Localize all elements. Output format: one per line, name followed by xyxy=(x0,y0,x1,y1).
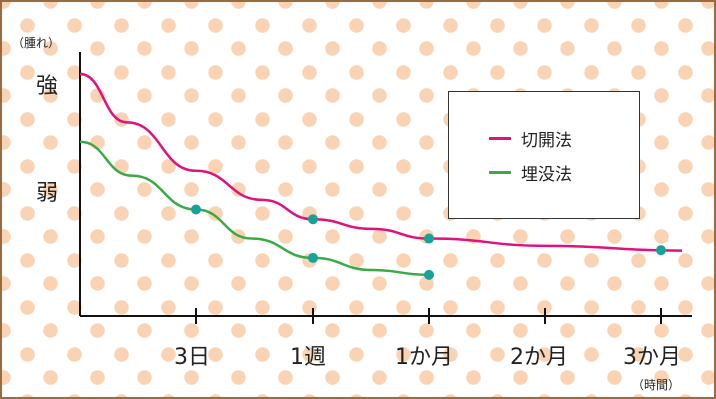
legend: 切開法 埋没法 xyxy=(448,91,640,219)
x-tick-1month: 1か月 xyxy=(395,345,453,370)
marker-s0-1 xyxy=(424,233,434,244)
legend-label-incision: 切開法 xyxy=(521,131,572,151)
legend-swatch-incision xyxy=(489,137,511,140)
legend-swatch-buried xyxy=(489,171,511,174)
y-axis-title: （腫れ） xyxy=(12,36,61,50)
legend-label-buried: 埋没法 xyxy=(521,165,572,185)
x-tick-2months: 2か月 xyxy=(510,345,568,370)
legend-item-incision: 切開法 xyxy=(489,126,572,151)
x-tick-3days: 3日 xyxy=(174,345,210,370)
x-tick-3months: 3か月 xyxy=(623,345,681,370)
x-tick-1week: 1週 xyxy=(290,345,326,370)
marker-s1-2 xyxy=(424,269,434,280)
series-line-1 xyxy=(79,140,430,277)
legend-item-buried: 埋没法 xyxy=(489,160,572,185)
marker-s0-0 xyxy=(308,214,318,225)
marker-s1-0 xyxy=(191,204,201,215)
x-axis-title: （時間） xyxy=(632,378,681,392)
marker-s0-2 xyxy=(656,245,666,256)
marker-s1-1 xyxy=(308,252,318,263)
y-tick-weak: 弱 xyxy=(36,181,59,206)
y-tick-strong: 強 xyxy=(36,74,59,99)
